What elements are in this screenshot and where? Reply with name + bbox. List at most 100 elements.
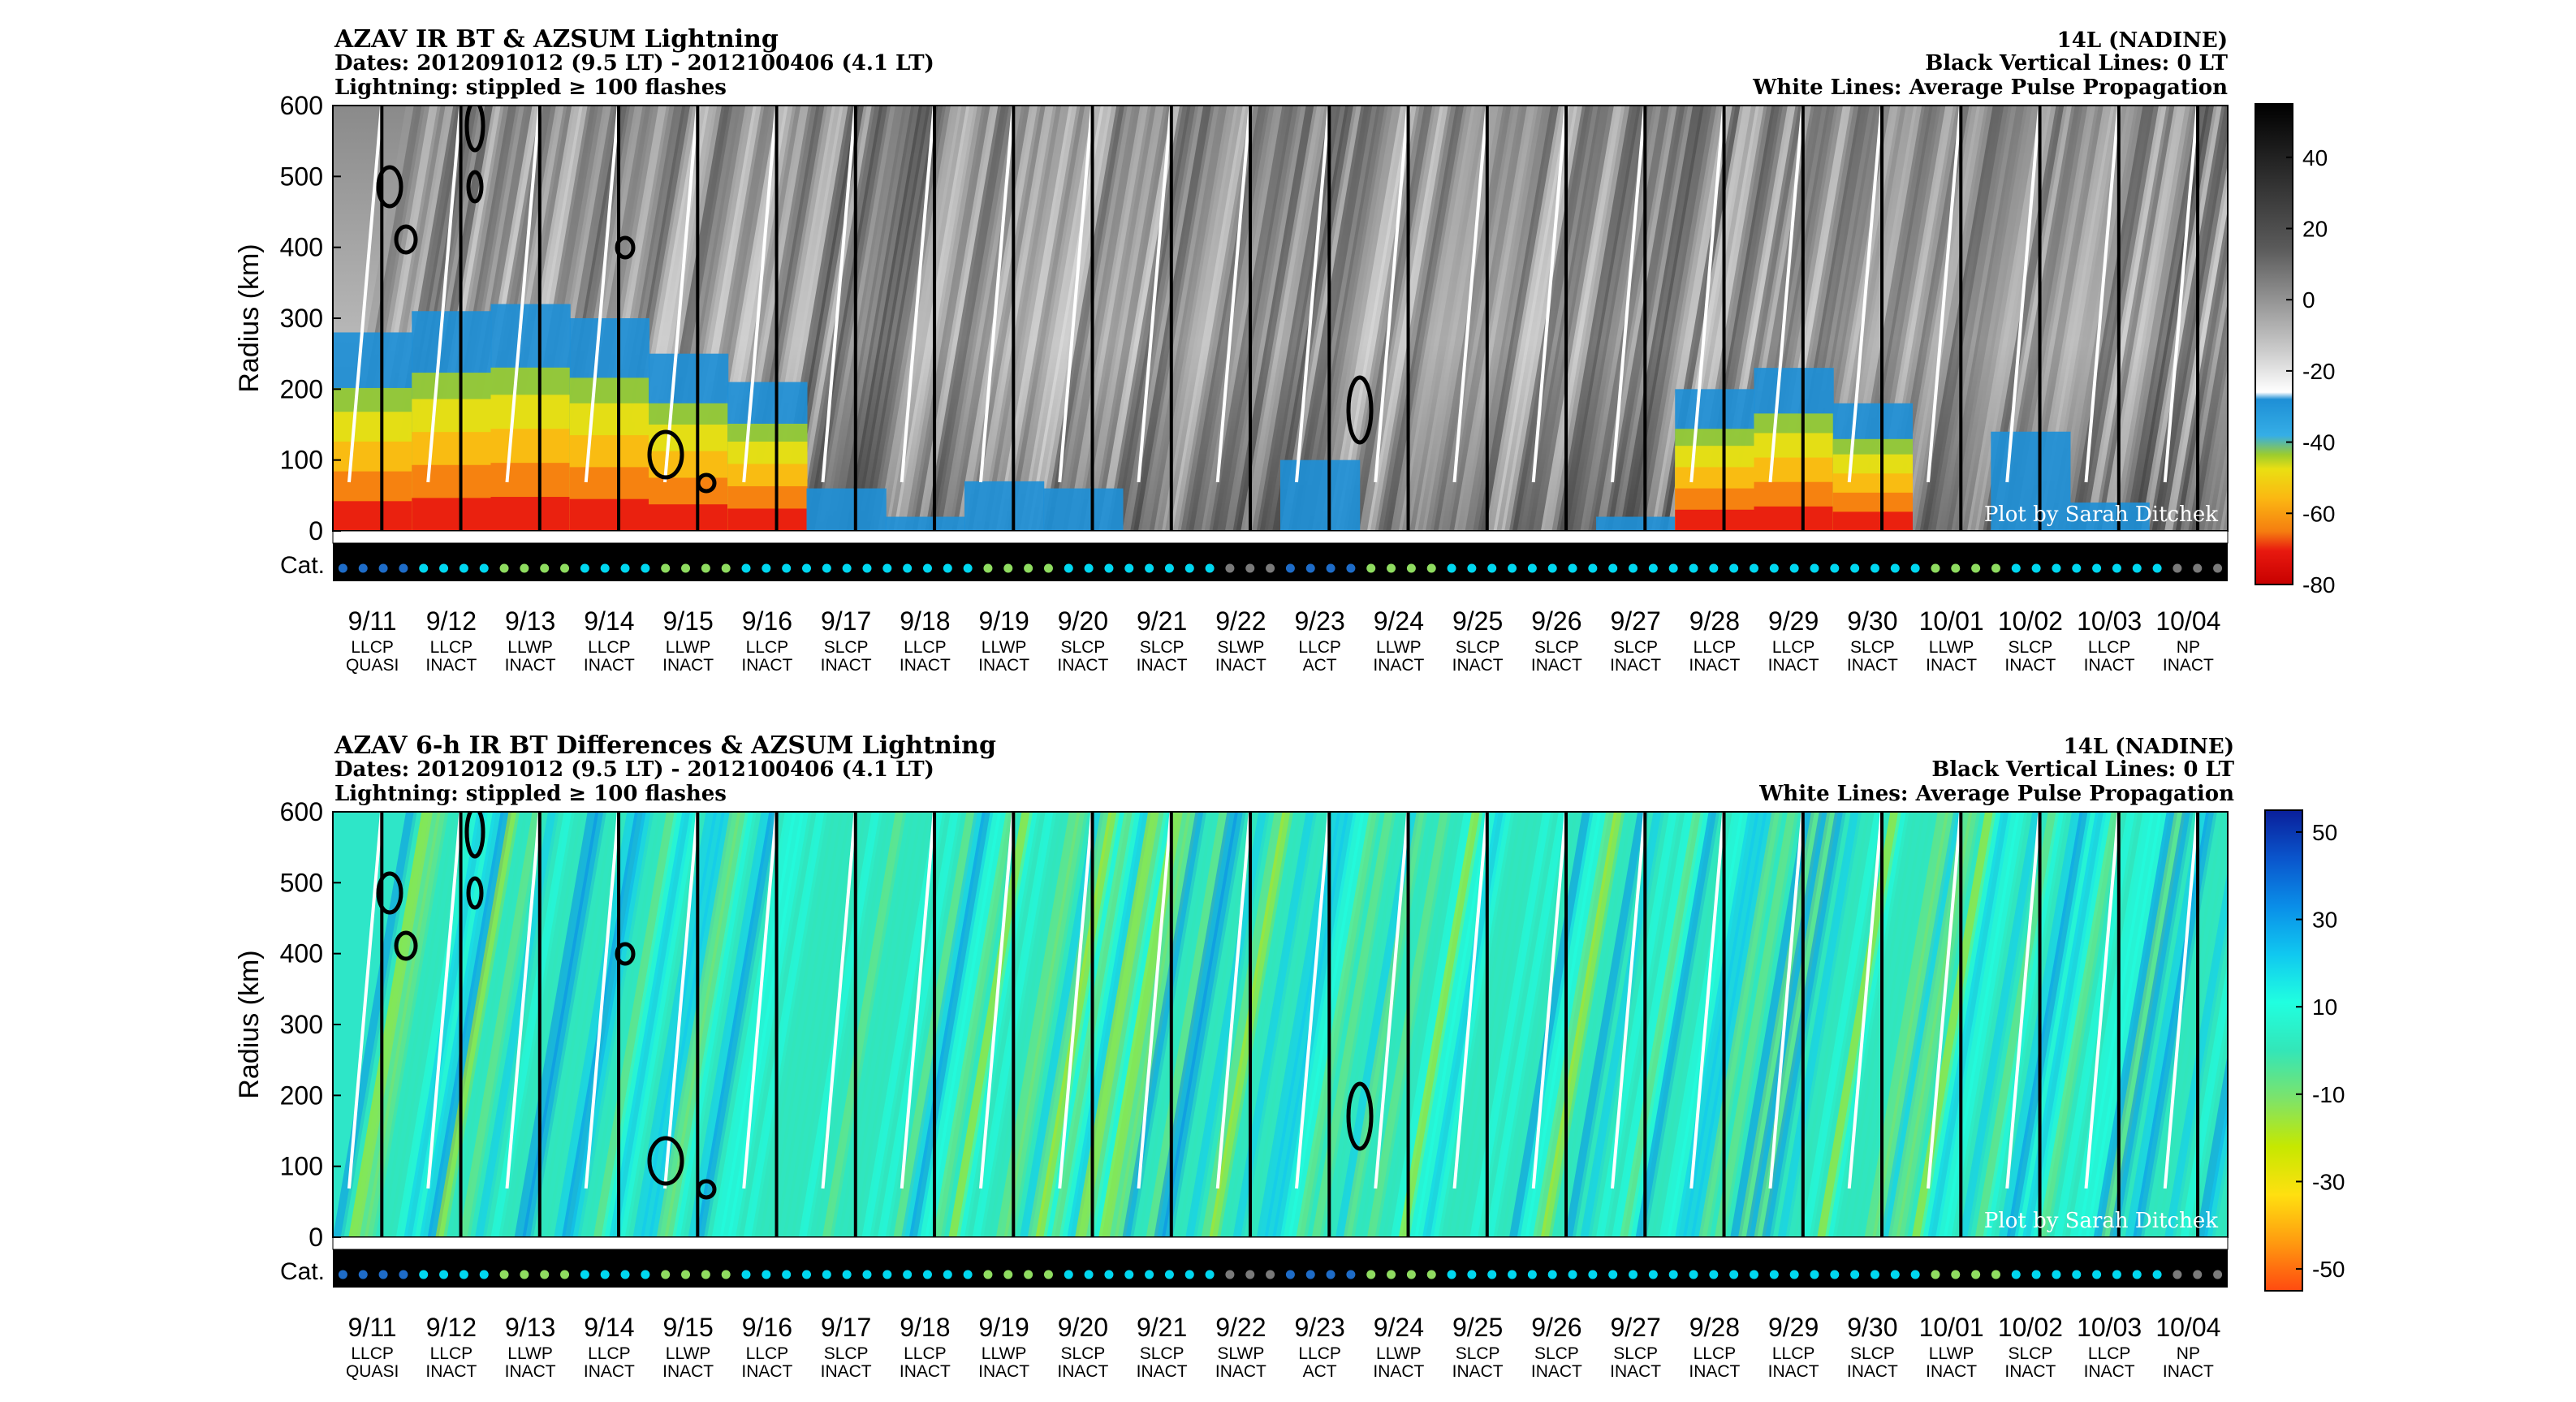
bottom-category-dots [338,1270,2223,1279]
pulse-line [1215,106,1252,483]
category-dot [862,1270,872,1279]
category-dot [842,563,852,573]
cold-cloud-cell [727,508,808,531]
category-dot [1951,563,1961,573]
x-state-label: INACT [1137,656,1188,675]
category-dot [1124,563,1134,573]
x-cat-label: LLWP [666,1344,711,1363]
category-dot [1769,1270,1779,1279]
bottom-y-ticks: 0 100 200 300 400 500 600 [280,797,341,1252]
category-dot [1024,563,1033,573]
category-dot [540,1270,550,1279]
category-dot [782,563,792,573]
category-dot [1366,1270,1376,1279]
category-dot [2031,563,2041,573]
bt-streak [2172,209,2228,531]
category-dot [580,1270,589,1279]
x-cat-label: LLCP [2088,638,2131,657]
x-date-label: 9/25 [1452,606,1503,636]
x-state-label: ACT [1303,1362,1337,1381]
category-dot [358,1270,368,1279]
category-dot [802,1270,811,1279]
diff-streak [2220,1191,2228,1237]
x-date-label: 9/13 [505,1313,555,1342]
x-state-label: INACT [2084,1362,2135,1381]
x-state-label: INACT [2163,656,2214,675]
x-date-label: 9/21 [1137,606,1187,636]
x-state-label: INACT [1926,1362,1977,1381]
pulse-line [2163,812,2199,1189]
cold-cloud-cell [1832,511,1913,531]
category-dot [1003,563,1013,573]
x-cat-label: SLCP [824,1344,869,1363]
top-cat-label: Cat. [280,552,325,579]
colorbar-tick-label: 10 [2312,994,2337,1020]
cold-cloud-cell [1991,431,2071,531]
x-state-label: INACT [1768,656,1819,675]
category-dot [338,1270,347,1279]
x-date-label: 9/28 [1689,1313,1740,1342]
x-date-label: 10/03 [2077,1313,2142,1342]
lightning-contour [696,472,717,494]
category-dot [1104,1270,1114,1279]
category-dot [681,1270,691,1279]
pulse-line [2163,106,2199,483]
category-dot [903,563,913,573]
x-cat-label: SLCP [824,638,869,657]
category-dot [560,563,570,573]
x-date-label: 10/03 [2077,606,2142,636]
bottom-title: AZAV 6-h IR BT Differences & AZSUM Light… [334,731,996,760]
top-x-labels: 9/11LLCPQUASI9/12LLCPINACT9/13LLWPINACT9… [346,606,2220,675]
x-date-label: 9/15 [662,606,713,636]
pulse-line [2084,106,2121,483]
cold-cloud-cell [490,497,571,531]
x-cat-label: SLCP [1534,1344,1579,1363]
x-cat-label: NP [2177,1344,2200,1363]
category-dot [782,1270,792,1279]
x-state-label: INACT [1847,656,1898,675]
category-dot [1225,1270,1235,1279]
top-lightning-note: Lightning: stippled ≥ 100 flashes [334,75,727,100]
bottom-pulse-lines [347,812,2199,1189]
category-dot [641,1270,650,1279]
pulse-line [1374,106,1410,483]
x-state-label: INACT [1057,1362,1108,1381]
x-cat-label: LLWP [982,1344,1027,1363]
x-date-label: 9/26 [1531,1313,1581,1342]
lightning-contour [394,930,418,961]
category-dot [1991,1270,2000,1279]
x-date-label: 9/22 [1215,606,1266,636]
x-cat-label: LLCP [1298,1344,1341,1363]
category-dot [499,563,509,573]
pulse-line [505,812,542,1189]
x-date-label: 9/30 [1847,606,1897,636]
x-cat-label: LLCP [588,1344,631,1363]
x-state-label: INACT [1689,1362,1740,1381]
category-dot [822,563,831,573]
pulse-line [2005,106,2042,483]
x-state-label: INACT [1531,656,1582,675]
category-dot [1205,563,1215,573]
cold-cloud-cell [412,498,492,531]
x-cat-label: LLCP [746,1344,789,1363]
pulse-line [1847,812,1883,1189]
category-dot [338,563,347,573]
category-dot [1830,563,1840,573]
x-state-label: INACT [584,656,635,675]
pulse-line [347,812,383,1189]
pulse-line [1531,812,1568,1189]
category-dot [2132,1270,2142,1279]
category-dot [1366,563,1376,573]
pulse-line [1452,812,1489,1189]
category-dot [439,563,449,573]
category-dot [419,1270,429,1279]
y-tick-label: 200 [280,374,323,403]
category-dot [378,1270,388,1279]
category-dot [1184,563,1194,573]
x-date-label: 9/11 [348,606,397,636]
category-dot [2052,1270,2061,1279]
x-cat-label: LLCP [904,1344,947,1363]
lightning-contour [376,871,403,915]
diff-streak [2156,823,2228,1237]
x-cat-label: LLCP [430,1344,473,1363]
